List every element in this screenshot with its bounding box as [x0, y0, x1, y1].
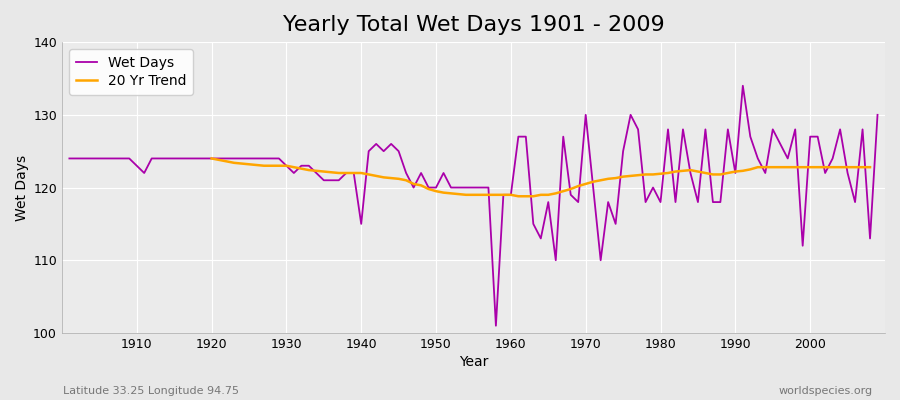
Y-axis label: Wet Days: Wet Days [15, 154, 29, 221]
20 Yr Trend [797, 165, 808, 170]
Text: worldspecies.org: worldspecies.org [778, 386, 873, 396]
Text: Latitude 33.25 Longitude 94.75: Latitude 33.25 Longitude 94.75 [63, 386, 239, 396]
20 Yr Trend [274, 163, 284, 168]
20 Yr Trend [461, 192, 472, 197]
20 Yr Trend [206, 156, 217, 161]
Wet Days [289, 170, 300, 175]
Line: Wet Days: Wet Days [69, 86, 878, 326]
Wet Days [64, 156, 75, 161]
Wet Days [506, 192, 517, 197]
20 Yr Trend [551, 191, 562, 196]
Wet Days [513, 134, 524, 139]
Wet Days [333, 178, 344, 183]
20 Yr Trend [289, 165, 300, 170]
Wet Days [124, 156, 135, 161]
Line: 20 Yr Trend: 20 Yr Trend [212, 158, 870, 196]
20 Yr Trend [341, 170, 352, 175]
20 Yr Trend [513, 194, 524, 199]
Wet Days [872, 112, 883, 117]
20 Yr Trend [865, 165, 876, 170]
Wet Days [737, 83, 748, 88]
X-axis label: Year: Year [459, 355, 488, 369]
Legend: Wet Days, 20 Yr Trend: Wet Days, 20 Yr Trend [68, 49, 194, 95]
Wet Days [491, 323, 501, 328]
Title: Yearly Total Wet Days 1901 - 2009: Yearly Total Wet Days 1901 - 2009 [283, 15, 664, 35]
Wet Days [603, 200, 614, 204]
